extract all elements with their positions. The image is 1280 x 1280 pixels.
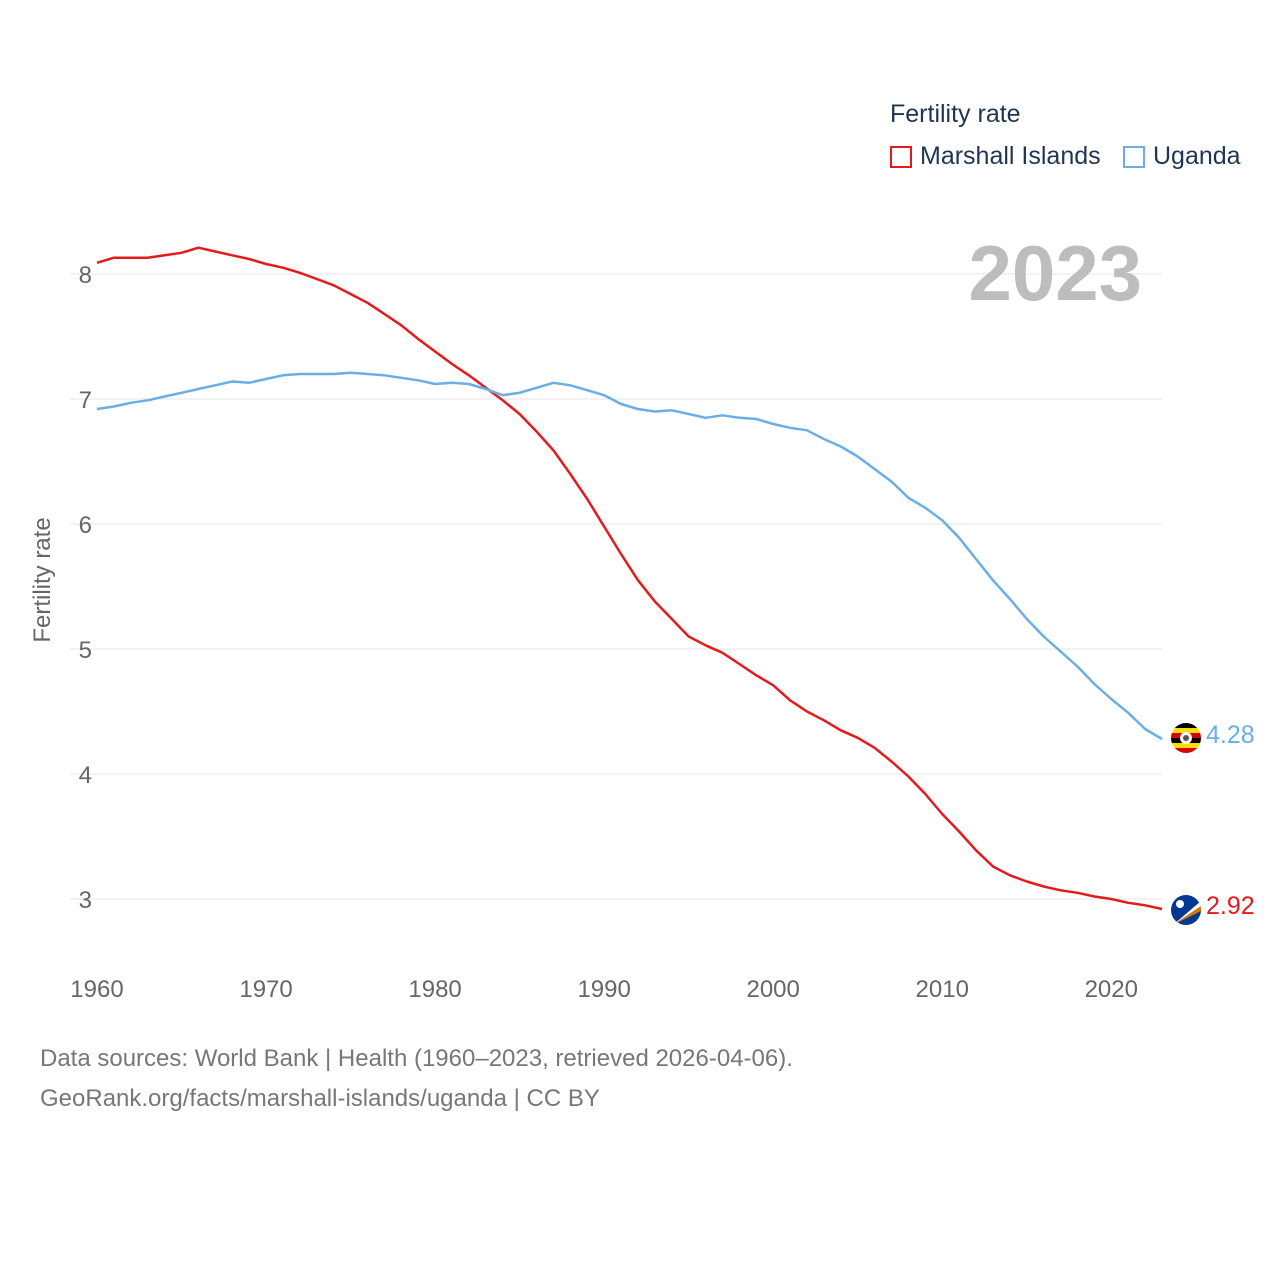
y-tick-label: 5 xyxy=(79,637,92,664)
grid-lines xyxy=(70,273,1162,900)
x-tick-label: 1960 xyxy=(70,976,123,1003)
x-tick-label: 2020 xyxy=(1085,976,1138,1003)
legend-label-uganda: Uganda xyxy=(1153,142,1241,170)
y-tick-label: 8 xyxy=(79,262,92,289)
uganda-end-value: 4.28 xyxy=(1206,721,1255,749)
series-lines xyxy=(96,246,1163,911)
marshall-islands-end-value: 2.92 xyxy=(1206,892,1255,920)
legend-title: Fertility rate xyxy=(890,100,1021,128)
legend-label-marshall-islands: Marshall Islands xyxy=(920,142,1101,170)
marshall-islands-flag-icon xyxy=(1171,895,1201,925)
legend-swatch-marshall-islands xyxy=(890,145,912,168)
series-line-uganda[interactable] xyxy=(96,371,1163,741)
y-axis-label: Fertility rate xyxy=(29,517,56,643)
y-tick-label: 3 xyxy=(79,887,92,914)
y-tick-label: 6 xyxy=(79,512,92,539)
series-line-marshall-islands[interactable] xyxy=(96,246,1163,911)
y-tick-label: 7 xyxy=(79,387,92,414)
data-source-note: Data sources: World Bank | Health (1960–… xyxy=(40,1045,793,1072)
legend-item-marshall-islands[interactable]: Marshall Islands xyxy=(890,142,1101,171)
current-year-label: 2023 xyxy=(968,229,1142,317)
axis-ticks: 3 4 5 6 7 8 1960 1970 1980 1990 2000 2010 2020 xyxy=(70,262,1138,1003)
x-tick-label: 2000 xyxy=(746,976,799,1003)
y-tick-label: 4 xyxy=(79,762,92,789)
x-tick-label: 1980 xyxy=(408,976,461,1003)
legend-swatch-uganda xyxy=(1123,145,1145,168)
source-url-license[interactable]: GeoRank.org/facts/marshall-islands/ugand… xyxy=(40,1085,600,1112)
x-tick-label: 1990 xyxy=(577,976,630,1003)
uganda-flag-icon xyxy=(1171,723,1201,753)
x-tick-label: 2010 xyxy=(916,976,969,1003)
legend-item-uganda[interactable]: Uganda xyxy=(1123,142,1241,171)
x-tick-label: 1970 xyxy=(239,976,292,1003)
